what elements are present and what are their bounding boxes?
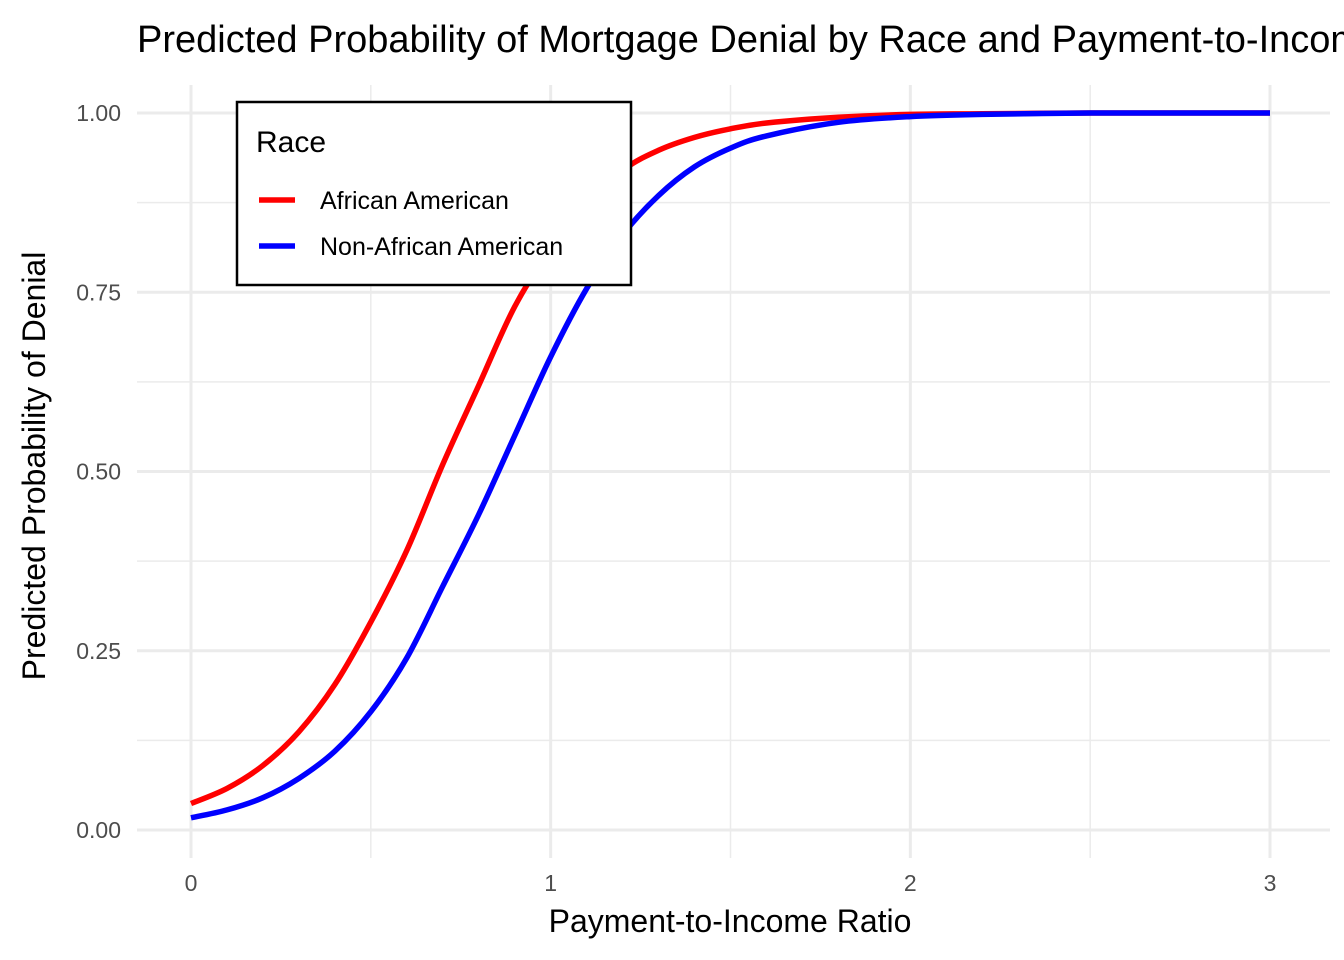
x-tick-label: 0 [185, 870, 198, 896]
chart-title: Predicted Probability of Mortgage Denial… [137, 19, 1344, 61]
y-tick-label: 0.50 [76, 459, 121, 485]
axis-ticks: 0 1 2 3 0.00 0.25 0.50 0.75 1.00 [76, 100, 1276, 896]
y-tick-label: 0.00 [76, 817, 121, 843]
x-tick-label: 1 [544, 870, 557, 896]
y-tick-label: 0.25 [76, 638, 121, 664]
legend-title: Race [256, 126, 326, 159]
y-tick-label: 0.75 [76, 279, 121, 305]
x-tick-label: 2 [904, 870, 917, 896]
y-axis-title: Predicted Probability of Denial [16, 252, 52, 681]
legend: Race African American Non-African America… [235, 100, 633, 287]
y-tick-label: 1.00 [76, 100, 121, 126]
grid [137, 85, 1330, 858]
x-axis-title: Payment-to-Income Ratio [549, 903, 912, 939]
x-tick-label: 3 [1264, 870, 1277, 896]
legend-box [235, 100, 633, 287]
legend-label-african-american: African American [320, 187, 509, 215]
legend-label-non-african-american: Non-African American [320, 233, 563, 261]
